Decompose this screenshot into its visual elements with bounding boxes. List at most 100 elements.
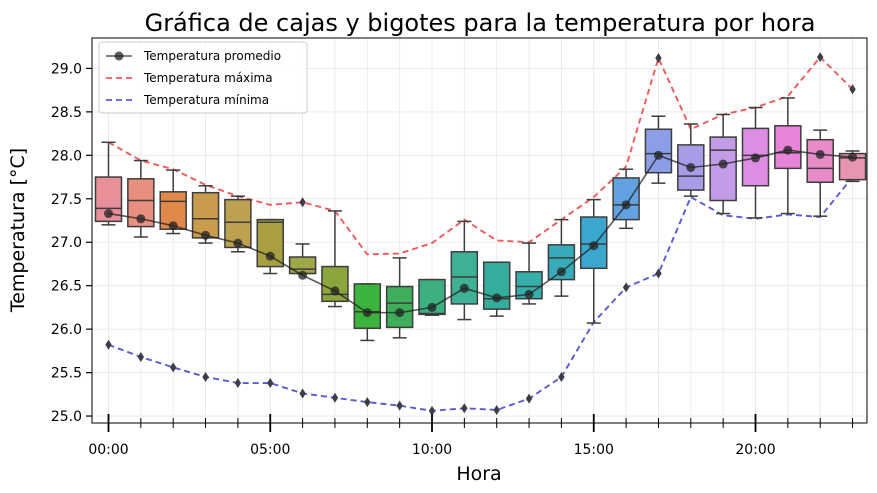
legend-entry-max: Temperatura máxima [106,71,273,85]
average-marker [815,149,825,159]
box-hour [774,97,802,215]
legend: Temperatura promedio Temperatura máxima … [98,41,308,114]
outlier-marker [655,268,662,279]
average-marker [233,238,243,248]
outlier-marker [525,393,533,404]
average-marker [427,302,437,312]
average-marker [783,145,793,155]
x-axis-label: Hora [456,463,501,485]
box-hour [385,257,414,339]
box-body [321,265,349,303]
box-hour [191,184,220,244]
outlier-marker [170,362,177,373]
average-marker [751,153,760,163]
box-hour [806,129,834,217]
average-marker [201,230,211,240]
outlier-marker [299,197,306,208]
outlier-marker [461,403,468,414]
outlier-marker [817,52,824,63]
average-marker [298,270,308,280]
box-hour [677,123,705,197]
legend-average-label: Temperatura promedio [143,49,281,63]
y-axis-label: Temperatura [°C] [7,148,29,313]
legend-max-label: Temperatura máxima [143,71,273,85]
x-axis: 00:00 05:00 10:00 15:00 20:00 [88,414,854,458]
legend-entry-min: Temperatura mínima [106,93,269,107]
box-body [191,191,220,239]
y-tick-label: 25.0 [51,409,82,425]
outlier-marker [622,282,630,293]
outlier-marker [202,371,209,382]
box-hour [515,242,543,305]
outlier-marker [105,339,112,350]
y-tick-label: 28.5 [51,105,82,121]
outlier-marker [234,378,242,389]
y-tick-label: 29.0 [51,61,82,77]
average-marker [330,286,340,296]
y-axis: 25.0 25.5 26.0 26.5 27.0 27.5 28.0 28.5 29.0 [51,61,92,425]
average-marker [362,308,372,318]
legend-frame [98,41,308,114]
outlier-marker [137,351,145,362]
box-hour [612,168,640,230]
outlier-marker [655,52,662,63]
outlier-marker [299,388,306,399]
x-tick-label: 20:00 [735,442,775,458]
box-hour [450,220,479,321]
y-tick-label: 27.0 [51,235,82,251]
average-marker [265,251,275,261]
outlier-marker [493,404,500,415]
average-marker [136,214,146,224]
average-marker [524,289,534,299]
outlier-marker [558,371,565,382]
x-tick-label: 00:00 [88,442,128,458]
box-hour [482,261,511,317]
min-temperature-line [108,176,854,412]
outlier-marker [364,397,371,408]
outlier-marker [849,84,856,95]
max-min-lines [108,55,854,412]
y-tick-label: 28.0 [51,148,82,164]
average-marker [492,293,502,303]
box-body [677,144,705,191]
box-hour [224,195,252,253]
x-tick-label: 05:00 [250,442,290,458]
average-marker [168,221,178,231]
average-line-layer [104,145,858,318]
max-temperature-line [108,55,854,256]
plot-frame [91,37,868,424]
legend-entry-average: Temperatura promedio [106,49,281,63]
average-marker [848,152,858,162]
outlier-marker [267,378,274,389]
box-body [450,251,479,305]
box-body [385,285,414,329]
y-tick-label: 26.0 [51,322,82,338]
box-body [709,136,737,202]
x-tick-label: 10:00 [412,442,452,458]
box-hour [321,210,349,308]
box-hour [709,113,737,215]
average-temperature-line [108,149,853,314]
y-tick-label: 25.5 [51,366,82,382]
box-body [806,138,834,184]
legend-min-label: Temperatura mínima [143,93,269,107]
box-hour [741,106,770,219]
average-marker [653,150,663,160]
chart-title: Gráfica de cajas y bigotes para la tempe… [145,9,816,37]
average-marker [556,267,566,277]
average-marker [621,200,631,210]
average-marker [686,162,696,172]
boxes-layer [94,97,867,342]
average-marker [718,159,728,169]
average-marker [104,209,113,219]
fliers-layer [105,52,856,416]
average-marker [589,241,599,251]
outlier-marker [428,405,436,416]
x-tick-label: 15:00 [574,442,614,458]
y-tick-label: 26.5 [51,279,82,295]
box-hour [580,198,608,324]
average-marker [459,283,469,293]
box-hour [127,159,155,238]
box-hour [547,218,576,297]
